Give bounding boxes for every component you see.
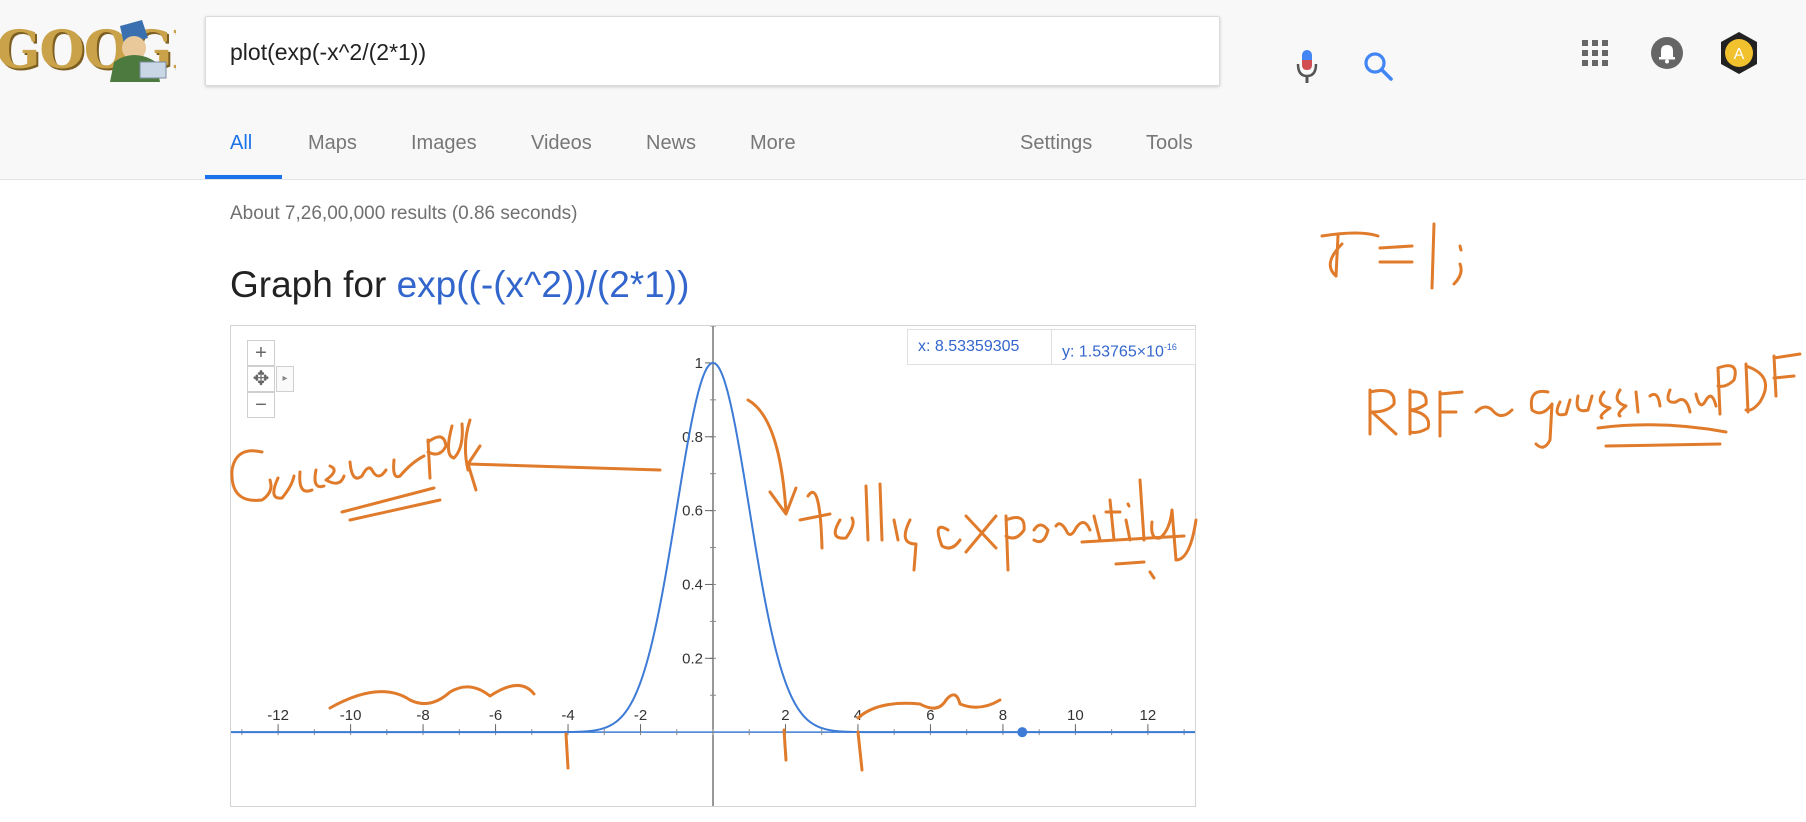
doodle-figure-icon xyxy=(110,20,167,82)
plot-tick-labels: -12 -10 -8 -6 -4 -2 2 4 6 8 10 12 0.2 0.4 0.6 0.8 1 xyxy=(267,355,1156,724)
graph-heading-function[interactable]: exp((-(x^2))/(2*1)) xyxy=(396,264,690,305)
x-tick-label: 8 xyxy=(999,707,1007,724)
coord-y-value: y: 1.53765×10-16 xyxy=(1052,330,1195,364)
y-tick-label: 1 xyxy=(695,355,703,372)
search-input[interactable] xyxy=(230,37,1030,67)
svg-text:A: A xyxy=(1734,46,1745,63)
search-header: GOOGLE xyxy=(0,0,1806,180)
search-tabs: All Maps Images Videos News More Setting… xyxy=(0,120,1806,180)
graph-heading: Graph for exp((-(x^2))/(2*1)) xyxy=(230,264,689,306)
pan-menu-arrow-icon[interactable]: ▸ xyxy=(276,366,294,392)
x-tick-label: 12 xyxy=(1140,707,1157,724)
tab-all[interactable]: All xyxy=(230,132,253,154)
graph-heading-prefix: Graph for xyxy=(230,264,397,305)
tab-videos[interactable]: Videos xyxy=(531,132,592,154)
x-tick-label: -6 xyxy=(489,707,502,724)
apps-grid-icon[interactable] xyxy=(1582,40,1608,66)
x-tick-label: -10 xyxy=(340,707,362,724)
tab-settings[interactable]: Settings xyxy=(1020,132,1093,154)
x-tick-label: 4 xyxy=(854,707,862,724)
tab-images[interactable]: Images xyxy=(411,132,477,154)
mic-icon[interactable] xyxy=(1296,50,1318,84)
x-tick-label: -2 xyxy=(634,707,647,724)
active-tab-indicator xyxy=(205,175,282,179)
x-tick-label: -4 xyxy=(561,707,574,724)
x-tick-label: -8 xyxy=(416,707,429,724)
y-tick-label: 0.4 xyxy=(682,576,703,593)
plot-curve-layer xyxy=(231,361,1195,738)
ink-rbf-gaussian-pdf xyxy=(1368,352,1802,449)
tab-news[interactable]: News xyxy=(646,132,697,154)
y-tick-label: 0.6 xyxy=(682,503,703,520)
coordinate-readout: x: 8.53359305 y: 1.53765×10-16 xyxy=(907,329,1196,365)
tab-tools[interactable]: Tools xyxy=(1146,132,1193,154)
hover-point-marker xyxy=(1017,727,1028,738)
x-tick-label: 10 xyxy=(1067,707,1084,724)
ink-sigma-equals-one xyxy=(1320,222,1463,290)
tab-more[interactable]: More xyxy=(750,132,796,154)
y-tick-label: 0.2 xyxy=(682,650,703,667)
google-doodle-logo[interactable]: GOOGLE xyxy=(0,14,176,86)
notifications-bell-icon[interactable] xyxy=(1650,36,1684,70)
plot-axes xyxy=(231,326,1195,806)
coord-x-value: x: 8.53359305 xyxy=(908,330,1052,364)
tab-maps[interactable]: Maps xyxy=(308,132,357,154)
gaussian-curve xyxy=(231,361,1195,734)
zoom-in-button[interactable]: + xyxy=(247,340,275,366)
account-avatar-icon[interactable]: A xyxy=(1716,30,1762,76)
y-tick-label: 0.8 xyxy=(682,429,703,446)
search-box[interactable] xyxy=(205,16,1393,86)
x-tick-label: 6 xyxy=(926,707,934,724)
coord-y-base: y: 1.53765×10 xyxy=(1062,343,1164,361)
pan-button[interactable]: ✥ xyxy=(247,366,275,392)
zoom-out-button[interactable]: − xyxy=(247,392,275,418)
x-tick-label: -12 xyxy=(267,707,289,724)
search-icon[interactable] xyxy=(1363,51,1393,81)
x-tick-label: 2 xyxy=(781,707,789,724)
result-stats: About 7,26,00,000 results (0.86 seconds) xyxy=(230,203,578,224)
coord-y-exponent: -16 xyxy=(1163,342,1177,352)
function-plot[interactable]: -12 -10 -8 -6 -4 -2 2 4 6 8 10 12 0.2 0.4 0.6 0.8 1 xyxy=(231,326,1195,806)
graph-widget[interactable]: -12 -10 -8 -6 -4 -2 2 4 6 8 10 12 0.2 0.4 0.6 0.8 1 + ✥ … xyxy=(230,325,1196,807)
ink-underline-3 xyxy=(1596,423,1728,448)
